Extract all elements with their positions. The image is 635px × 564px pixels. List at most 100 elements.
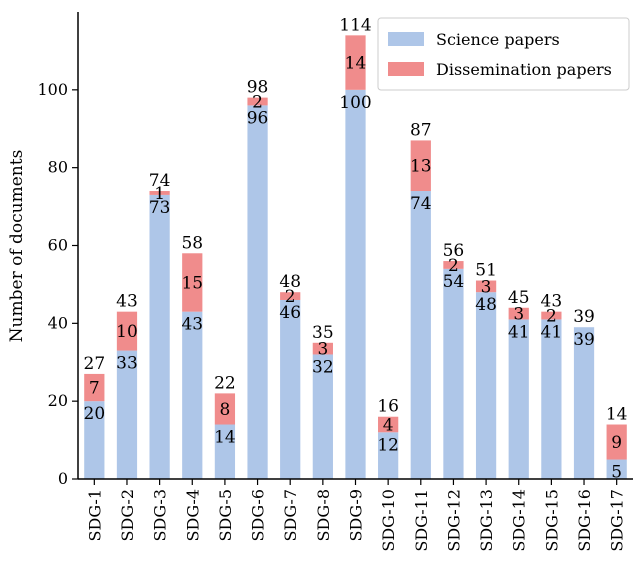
bar-science-sdg-6 bbox=[247, 105, 268, 480]
science-value-label: 12 bbox=[377, 435, 399, 455]
bar-dissemination-sdg-17 bbox=[606, 424, 627, 460]
bar-science-sdg-10 bbox=[378, 432, 399, 479]
bar-science-sdg-7 bbox=[280, 299, 301, 479]
dissemination-value-label: 13 bbox=[410, 157, 432, 177]
y-tick-label: 100 bbox=[37, 80, 68, 99]
bar-dissemination-sdg-1 bbox=[84, 373, 105, 402]
total-label: 22 bbox=[214, 373, 236, 393]
x-tick-label: SDG-5 bbox=[216, 489, 235, 541]
science-value-label: 41 bbox=[508, 322, 530, 342]
dissemination-value-label: 3 bbox=[481, 277, 492, 297]
bar-dissemination-sdg-15 bbox=[541, 311, 562, 320]
total-label: 27 bbox=[84, 354, 106, 374]
dissemination-value-label: 9 bbox=[611, 433, 622, 453]
bar-science-sdg-5 bbox=[214, 424, 236, 479]
bar-science-sdg-15 bbox=[541, 319, 562, 479]
total-label: 56 bbox=[443, 241, 465, 261]
science-value-label: 96 bbox=[247, 108, 269, 128]
science-value-label: 14 bbox=[214, 428, 236, 448]
total-label: 51 bbox=[475, 261, 497, 281]
x-tick-label: SDG-9 bbox=[347, 489, 366, 541]
x-tick-label: SDG-7 bbox=[281, 489, 300, 541]
science-value-label: 74 bbox=[410, 194, 432, 214]
x-tick-label: SDG-16 bbox=[575, 489, 594, 552]
total-label: 114 bbox=[339, 15, 371, 35]
total-label: 39 bbox=[573, 307, 595, 327]
legend-swatch bbox=[388, 62, 424, 76]
bar-dissemination-sdg-6 bbox=[247, 97, 268, 106]
bar-science-sdg-17 bbox=[606, 459, 627, 479]
y-tick-label: 0 bbox=[58, 469, 68, 488]
total-label: 58 bbox=[181, 233, 203, 253]
bar-science-sdg-3 bbox=[149, 194, 170, 480]
legend-label: Dissemination papers bbox=[436, 60, 612, 79]
bar-dissemination-sdg-4 bbox=[182, 253, 203, 312]
science-value-label: 100 bbox=[339, 93, 371, 113]
bar-dissemination-sdg-8 bbox=[312, 342, 333, 355]
legend-frame bbox=[377, 17, 630, 91]
x-tick-label: SDG-17 bbox=[608, 489, 627, 552]
legend: Science papers Dissemination papers bbox=[377, 17, 630, 91]
dissemination-value-label: 2 bbox=[285, 287, 296, 307]
dissemination-value-label: 15 bbox=[181, 273, 203, 293]
x-tick-label: SDG-1 bbox=[85, 489, 104, 541]
total-label: 43 bbox=[541, 292, 563, 312]
science-value-label: 73 bbox=[149, 198, 171, 218]
bar-dissemination-sdg-9 bbox=[345, 35, 366, 90]
science-value-label: 33 bbox=[116, 354, 138, 374]
total-label: 43 bbox=[116, 292, 138, 312]
x-tick-label: SDG-12 bbox=[444, 489, 463, 552]
science-value-label: 39 bbox=[573, 330, 595, 350]
bar-dissemination-sdg-5 bbox=[214, 393, 236, 425]
x-tick-label: SDG-4 bbox=[183, 489, 202, 541]
x-tick-label: SDG-3 bbox=[151, 489, 170, 541]
science-value-label: 20 bbox=[84, 404, 106, 424]
bar-science-sdg-9 bbox=[345, 89, 366, 479]
bar-dissemination-sdg-12 bbox=[443, 261, 464, 269]
x-tick-label: SDG-13 bbox=[477, 489, 496, 552]
legend-swatch bbox=[388, 32, 424, 46]
x-tick-label: SDG-10 bbox=[379, 489, 398, 552]
bar-dissemination-sdg-3 bbox=[149, 191, 170, 195]
bar-labels-group: 2720743331074731584315221489896248462353… bbox=[84, 15, 628, 482]
x-tick-label: SDG-14 bbox=[510, 489, 529, 552]
bar-dissemination-sdg-7 bbox=[280, 292, 301, 300]
axes-group: SDG-1 SDG-2 SDG-3 SDG-4 SDG-5 SDG-6 SDG-7 SDG-8… bbox=[37, 12, 633, 552]
total-label: 87 bbox=[410, 120, 432, 140]
science-value-label: 32 bbox=[312, 357, 334, 377]
x-tick-label: SDG-11 bbox=[412, 489, 431, 552]
total-label: 98 bbox=[247, 78, 269, 98]
x-tick-label: SDG-6 bbox=[249, 489, 268, 541]
science-value-label: 5 bbox=[611, 463, 622, 483]
science-value-label: 54 bbox=[443, 272, 465, 292]
bar-science-sdg-14 bbox=[508, 319, 529, 479]
bar-dissemination-sdg-13 bbox=[475, 280, 497, 293]
dissemination-value-label: 4 bbox=[383, 416, 394, 436]
bar-dissemination-sdg-14 bbox=[508, 307, 529, 320]
bars-group bbox=[84, 35, 627, 480]
y-tick-label: 40 bbox=[48, 313, 68, 332]
bar-science-sdg-12 bbox=[443, 268, 464, 479]
dissemination-value-label: 3 bbox=[317, 340, 328, 360]
legend-label: Science papers bbox=[436, 30, 560, 49]
total-label: 14 bbox=[606, 405, 628, 425]
x-tick-label: SDG-8 bbox=[314, 489, 333, 541]
x-tick-label: SDG-2 bbox=[118, 489, 137, 541]
science-value-label: 46 bbox=[279, 303, 301, 323]
x-tick-label: SDG-15 bbox=[542, 489, 561, 552]
dissemination-value-label: 1 bbox=[154, 184, 165, 204]
total-label: 48 bbox=[279, 272, 301, 292]
science-value-label: 43 bbox=[181, 315, 203, 335]
total-label: 16 bbox=[377, 397, 399, 417]
y-tick-label: 20 bbox=[48, 391, 68, 410]
y-tick-label: 80 bbox=[48, 158, 68, 177]
bar-science-sdg-16 bbox=[573, 327, 595, 479]
dissemination-value-label: 10 bbox=[116, 322, 138, 342]
bar-dissemination-sdg-2 bbox=[116, 311, 138, 351]
science-value-label: 41 bbox=[541, 322, 563, 342]
bar-science-sdg-4 bbox=[182, 311, 203, 479]
bar-science-sdg-1 bbox=[84, 401, 105, 479]
total-label: 45 bbox=[508, 288, 530, 308]
total-label: 35 bbox=[312, 323, 334, 343]
